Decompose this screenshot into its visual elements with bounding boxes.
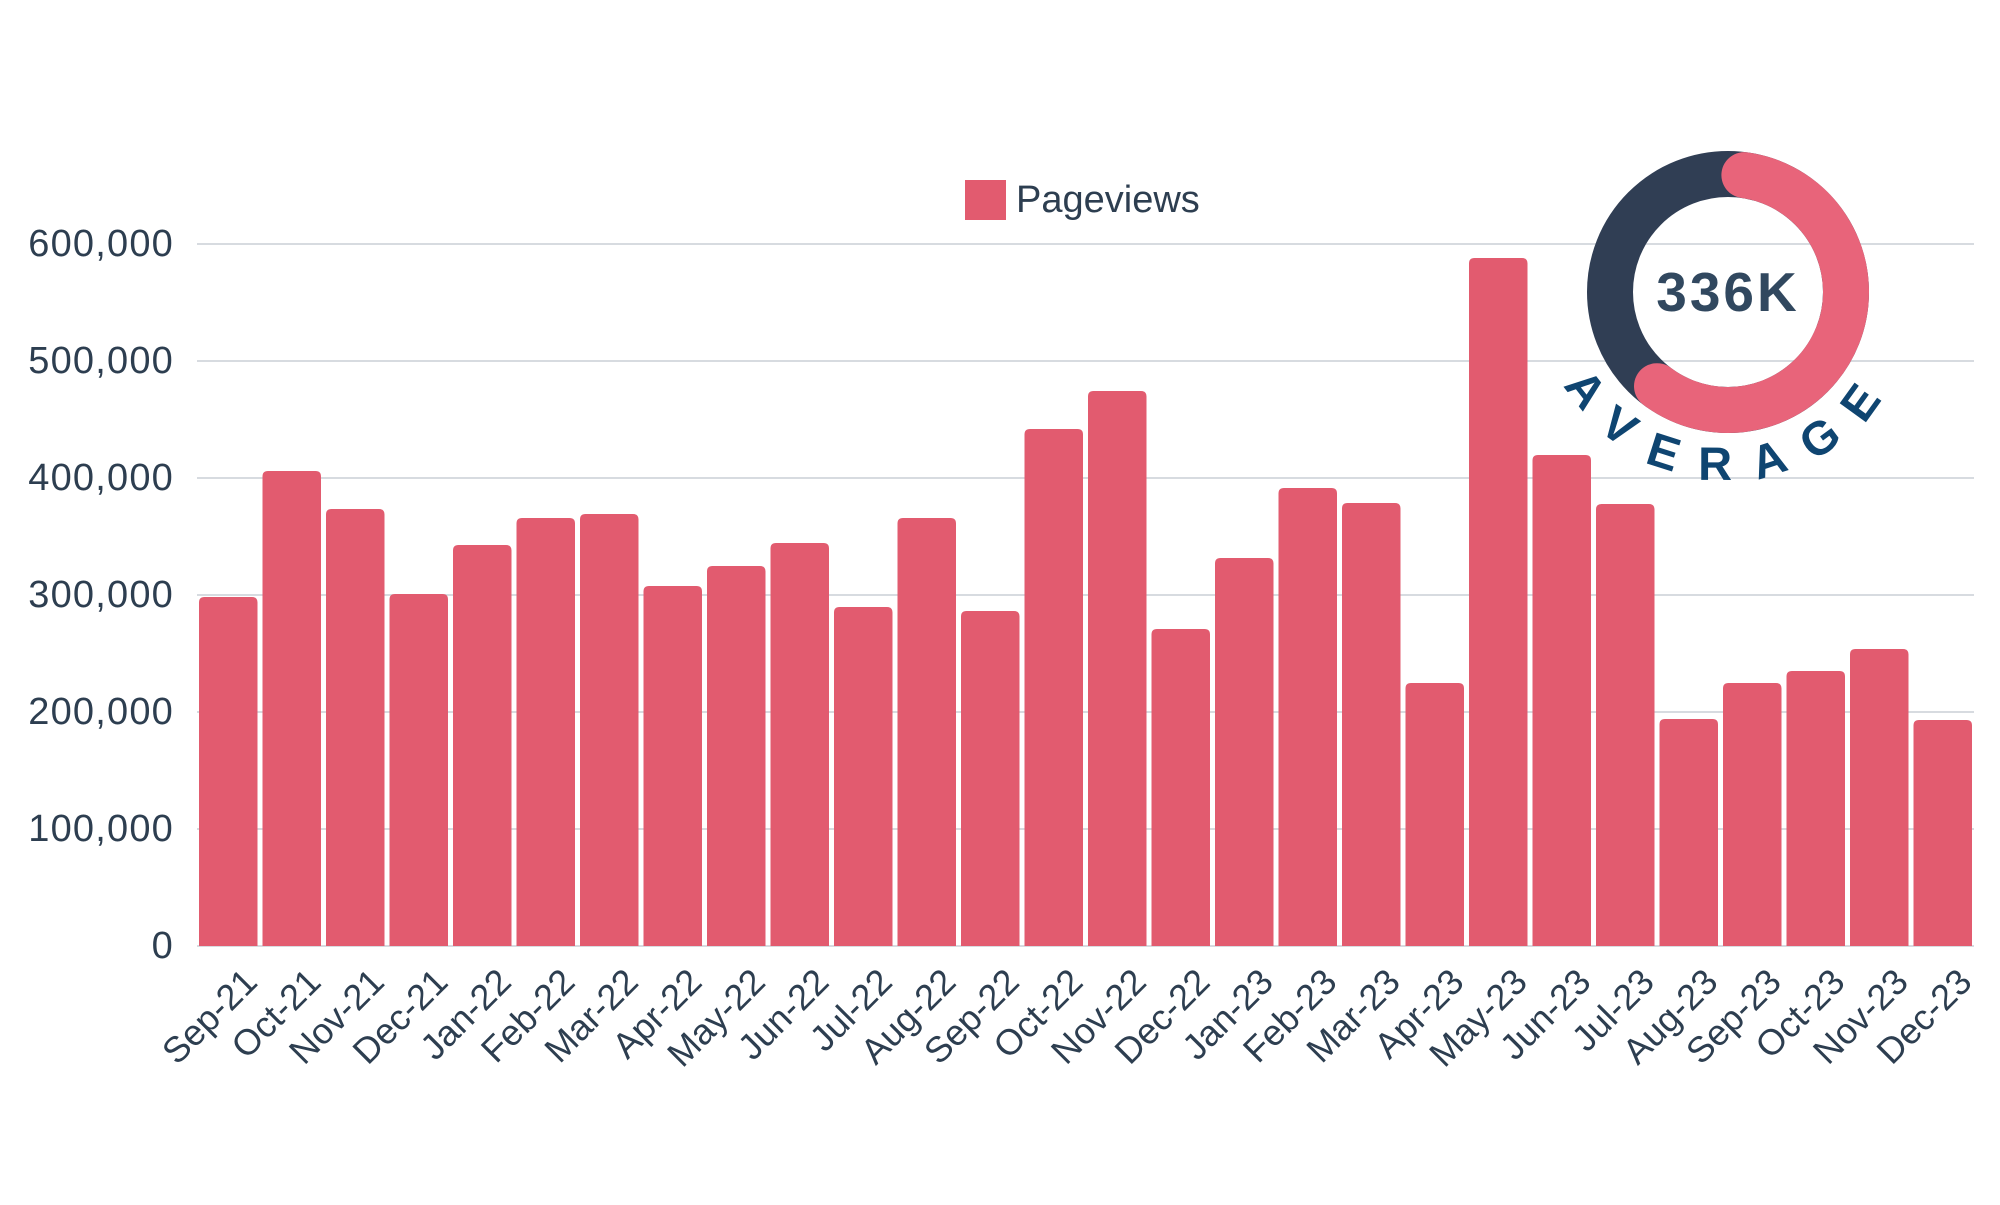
svg-text:300,000: 300,000 [28,574,174,616]
svg-text:336K: 336K [1656,261,1799,323]
svg-text:400,000: 400,000 [28,457,174,499]
svg-text:100,000: 100,000 [28,808,174,850]
svg-text:0: 0 [152,925,174,967]
svg-text:600,000: 600,000 [28,223,174,265]
svg-text:Pageviews: Pageviews [1016,179,1200,221]
svg-text:500,000: 500,000 [28,340,174,382]
svg-text:200,000: 200,000 [28,691,174,733]
